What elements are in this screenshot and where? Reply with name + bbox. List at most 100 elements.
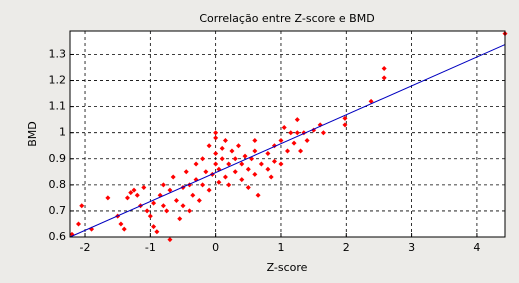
scatter-point (141, 184, 147, 190)
scatter-point (229, 148, 235, 154)
scatter-point (226, 182, 232, 188)
plot-area (70, 31, 505, 237)
scatter-point (285, 148, 290, 154)
scatter-point (245, 184, 251, 190)
scatter-point (177, 216, 183, 222)
x-tick-label: -2 (80, 241, 91, 254)
scatter-point (232, 169, 238, 175)
scatter-point (203, 169, 209, 175)
scatter-point (219, 145, 225, 151)
scatter-point (131, 187, 137, 193)
scatter-point (173, 197, 179, 203)
scatter-point (213, 161, 219, 167)
scatter-point (151, 224, 157, 230)
scatter-point (79, 203, 85, 209)
scatter-point (167, 237, 173, 243)
scatter-point (190, 192, 196, 198)
scatter-point (151, 200, 157, 206)
scatter-point (213, 135, 219, 141)
scatter-point (219, 156, 225, 162)
y-tick-label: 1.3 (49, 47, 67, 60)
x-tick-label: -1 (145, 241, 156, 254)
scatter-point (342, 122, 348, 128)
scatter-point (381, 66, 387, 72)
scatter-point (381, 75, 387, 81)
x-tick-label: 4 (473, 241, 480, 254)
scatter-point (167, 187, 173, 193)
scatter-point (180, 203, 186, 209)
scatter-point (200, 156, 206, 162)
scatter-point (252, 148, 258, 154)
scatter-point (187, 208, 193, 214)
scatter-point (294, 130, 300, 136)
scatter-point (164, 208, 170, 214)
scatter-point (252, 171, 258, 177)
y-tick-label: 0.9 (49, 152, 67, 165)
scatter-point (147, 213, 153, 219)
scatter-point (239, 161, 245, 167)
chart-title: Correlação entre Z-score e BMD (199, 12, 374, 25)
scatter-point (278, 138, 284, 144)
y-axis-label: BMD (26, 121, 39, 147)
x-tick-label: 0 (212, 241, 219, 254)
y-tick-label: 1.1 (49, 100, 67, 113)
scatter-point (160, 182, 166, 188)
y-tick-label: 0.8 (49, 178, 67, 191)
y-tick-label: 0.6 (49, 230, 67, 243)
scatter-point (170, 174, 176, 180)
scatter-point (118, 221, 124, 227)
y-tick-label: 0.7 (49, 204, 67, 217)
scatter-point (239, 177, 245, 183)
x-axis-label: Z-score (267, 261, 308, 274)
scatter-point (288, 130, 294, 136)
scatter-point (291, 140, 297, 146)
scatter-point (252, 138, 258, 144)
scatter-point (245, 166, 251, 172)
scatter-point (196, 197, 202, 203)
scatter-point (200, 182, 206, 188)
scatter-point (222, 138, 228, 144)
scatter-point (265, 166, 271, 172)
scatter-point (278, 161, 284, 167)
scatter-point (105, 195, 111, 201)
scatter-point (304, 138, 310, 144)
plot-frame (69, 30, 506, 238)
scatter-point (216, 179, 222, 185)
fit-line (69, 44, 506, 238)
scatter-point (320, 130, 326, 136)
scatter-point (213, 130, 219, 136)
scatter-point (193, 161, 199, 167)
scatter-point (236, 143, 242, 149)
scatter-point (342, 115, 348, 121)
x-tick-label: 3 (408, 241, 415, 254)
scatter-point (134, 192, 140, 198)
scatter-point (222, 174, 228, 180)
scatter-point (258, 161, 264, 167)
scatter-point (368, 98, 374, 104)
scatter-point (298, 148, 304, 154)
scatter-point (206, 187, 212, 193)
scatter-point (154, 229, 160, 235)
scatter-point (144, 208, 150, 214)
scatter-point (242, 153, 248, 159)
scatter-point (75, 221, 81, 227)
scatter-point (271, 158, 277, 164)
y-tick-label: 1 (59, 126, 66, 139)
scatter-point (294, 117, 300, 123)
x-tick-label: 2 (343, 241, 350, 254)
scatter-point (213, 151, 219, 157)
scatter-point (265, 151, 271, 157)
y-tick-label: 1.2 (49, 74, 67, 87)
scatter-point (206, 143, 212, 149)
scatter-point (255, 192, 261, 198)
scatter-point (121, 226, 127, 232)
scatter-point (281, 124, 287, 130)
scatter-point (268, 174, 274, 180)
x-tick-label: 1 (277, 241, 284, 254)
scatter-point (226, 161, 232, 167)
scatter-point (124, 195, 130, 201)
scatter-point (232, 156, 238, 162)
scatter-point (128, 190, 134, 196)
scatter-point (160, 203, 166, 209)
